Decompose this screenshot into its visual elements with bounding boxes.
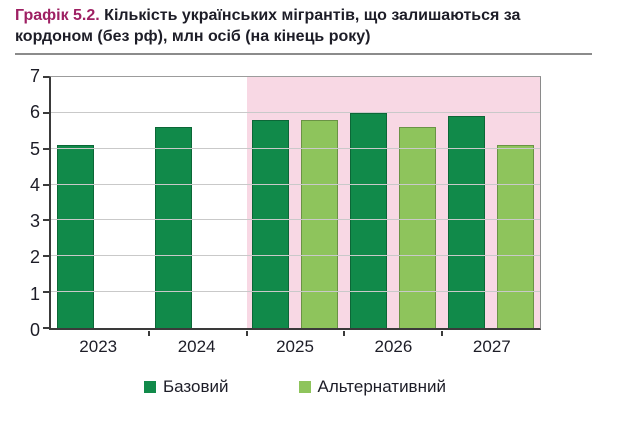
y-axis: 0 1 2 3 4 5 6 7: [0, 67, 40, 339]
y-axis-label-5: 5: [29, 138, 40, 159]
bar-base-2023: [56, 145, 94, 328]
legend-item-alt: Альтернативний: [298, 377, 446, 397]
y-axis-label-3: 3: [29, 211, 40, 232]
legend-label-base: Базовий: [163, 377, 229, 396]
title-divider: [15, 53, 592, 55]
bar-group-2025: [247, 77, 345, 328]
gridline-3: [51, 219, 540, 221]
legend-swatch-alt: [298, 381, 311, 393]
gridline-5: [51, 147, 540, 149]
y-tick-4: [43, 183, 49, 186]
y-tick-3: [43, 219, 49, 222]
gridline-4: [51, 183, 540, 185]
gridline-1: [51, 291, 540, 293]
x-axis: 2023 2024 2025 2026 2027: [49, 337, 541, 357]
chart-title: Графік 5.2. Кількість українських мігран…: [15, 5, 597, 47]
y-axis-label-0: 0: [29, 320, 40, 340]
x-axis-label-2024: 2024: [177, 337, 216, 356]
y-tick-0: [43, 327, 49, 329]
gridline-6: [51, 111, 540, 113]
bar-base-2025: [252, 120, 290, 328]
legend: Базовий Альтернативний: [49, 377, 541, 397]
y-axis-label-6: 6: [29, 102, 40, 123]
bar-alt-2026: [399, 127, 437, 328]
y-tick-1: [43, 291, 49, 294]
x-tick-2: [245, 331, 248, 336]
y-tick-2: [43, 255, 49, 258]
x-tick-4: [441, 331, 444, 336]
y-axis-label-7: 7: [29, 66, 40, 86]
legend-swatch-base: [144, 381, 156, 393]
y-axis-label-4: 4: [29, 174, 40, 195]
bar-base-2027: [448, 116, 486, 328]
plot-area: [43, 76, 541, 336]
y-axis-label-2: 2: [29, 247, 40, 268]
x-tick-3: [343, 331, 346, 336]
bar-alt-2027: [497, 145, 535, 328]
chart-title-text: Кількість українських мігрантів, що зали…: [15, 7, 521, 46]
x-tick-1: [147, 331, 150, 336]
legend-item-base: Базовий: [144, 377, 229, 397]
legend-label-alt: Альтернативний: [317, 377, 446, 396]
chart-number: Графік 5.2.: [15, 7, 100, 24]
x-axis-label-2025: 2025: [276, 337, 314, 356]
forecast-band: [246, 77, 540, 328]
x-axis-label-2023: 2023: [79, 337, 118, 356]
y-axis-label-1: 1: [29, 283, 40, 304]
x-axis-label-2027: 2027: [472, 337, 511, 356]
bar-group-2023: [51, 77, 149, 328]
gridline-2: [51, 255, 540, 257]
bar-alt-2025: [301, 120, 339, 328]
y-tick-7: [43, 76, 49, 78]
y-tick-6: [43, 111, 49, 114]
bar-group-2024: [149, 77, 247, 328]
x-axis-label-2026: 2026: [374, 337, 413, 356]
y-tick-5: [43, 147, 49, 150]
bar-base-2024: [154, 127, 192, 328]
bar-group-2027: [442, 77, 540, 328]
